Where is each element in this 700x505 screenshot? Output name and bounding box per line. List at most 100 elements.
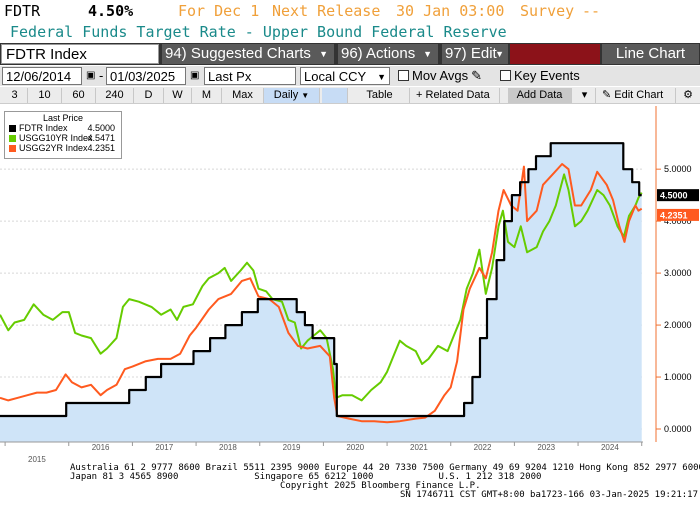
legend-name: USGG2YR Index bbox=[19, 143, 88, 153]
period-60[interactable]: 60 bbox=[62, 88, 96, 103]
last-value-tag bbox=[657, 208, 699, 221]
legend-value: 4.2351 bbox=[87, 143, 115, 153]
series-line-fdtr-index bbox=[0, 142, 642, 418]
chevron-down-icon: ▼ bbox=[301, 91, 310, 100]
currency-select[interactable]: Local CCY ▼ bbox=[300, 67, 390, 85]
x-year-label: 2018 bbox=[219, 443, 237, 452]
y-tick-label: 5.0000 bbox=[664, 164, 692, 174]
period-max[interactable]: Max bbox=[222, 88, 264, 103]
x-year-label: 2016 bbox=[92, 443, 110, 452]
dropdown-icon[interactable]: ▾ bbox=[574, 88, 596, 103]
suggested-charts-label: 94) Suggested Charts bbox=[165, 45, 311, 62]
x-year-label: 2024 bbox=[601, 443, 619, 452]
period-3[interactable]: 3 bbox=[2, 88, 28, 103]
security-input[interactable]: FDTR Index bbox=[1, 44, 159, 64]
end-date-input[interactable]: 01/03/2025 bbox=[106, 67, 186, 85]
for-label: For Dec 1 bbox=[178, 2, 260, 20]
series-line-usgg10yr-index bbox=[0, 173, 643, 402]
currency-label: Local CCY bbox=[304, 69, 367, 84]
footer-contacts-2: Japan 81 3 4565 8900 Singapore 65 6212 1… bbox=[70, 472, 542, 482]
legend-item-usgg2yr: USGG2YR Index 4.2351 bbox=[5, 143, 121, 153]
chart-type-button[interactable]: Line Chart bbox=[602, 44, 699, 64]
calendar-icon[interactable]: ▣ bbox=[86, 70, 96, 81]
footer-contacts: Australia 61 2 9777 8600 Brazil 5511 239… bbox=[70, 463, 700, 473]
edit-chart-label: Edit Chart bbox=[614, 89, 664, 101]
y-axis-panel bbox=[643, 104, 700, 464]
x-year-label: 2017 bbox=[155, 443, 173, 452]
legend-swatch bbox=[9, 145, 16, 152]
start-date-input[interactable]: 12/06/2014 bbox=[2, 67, 82, 85]
edit-label: 97) Edit bbox=[445, 45, 497, 62]
dash-separator: - bbox=[99, 68, 104, 83]
legend-swatch bbox=[9, 125, 16, 132]
frequency-label: Daily bbox=[273, 89, 299, 101]
chart-style-button[interactable] bbox=[322, 88, 348, 103]
edit-button[interactable]: 97) Edit ▼ bbox=[442, 44, 508, 64]
key-events-toggle[interactable]: Key Events bbox=[497, 67, 597, 85]
gear-icon[interactable]: ⚙ bbox=[683, 89, 693, 101]
mov-avgs-label: Mov Avgs bbox=[412, 68, 469, 83]
y-tick-label: 0.0000 bbox=[664, 424, 692, 434]
period-d[interactable]: D bbox=[134, 88, 164, 103]
mov-avgs-toggle[interactable]: Mov Avgs ✎ bbox=[395, 67, 495, 85]
toolbar-periods: 3 10 60 240 D W M Max Daily ▼ Table + Re… bbox=[0, 87, 700, 104]
y-tick-label: 2.0000 bbox=[664, 320, 692, 330]
header-bar: FDTR 4.50% For Dec 1 Next Release 30 Jan… bbox=[0, 0, 700, 22]
legend: Last Price FDTR Index 4.5000 USGG10YR In… bbox=[4, 111, 122, 159]
x-year-label: 2022 bbox=[474, 443, 492, 452]
period-w[interactable]: W bbox=[164, 88, 192, 103]
suggested-charts-button[interactable]: 94) Suggested Charts ▼ bbox=[162, 44, 334, 64]
chevron-down-icon: ▼ bbox=[495, 49, 504, 59]
y-tick-label: 4.0000 bbox=[664, 216, 692, 226]
x-year-label: 2021 bbox=[410, 443, 428, 452]
key-events-label: Key Events bbox=[514, 68, 580, 83]
legend-name: FDTR Index bbox=[19, 123, 68, 133]
period-10[interactable]: 10 bbox=[28, 88, 62, 103]
ticker: FDTR bbox=[4, 2, 41, 20]
series-line-usgg2yr-index bbox=[0, 163, 643, 424]
toolbar-dates: 12/06/2014 ▣ - 01/03/2025 ▣ Last Px Loca… bbox=[0, 66, 700, 86]
actions-button[interactable]: 96) Actions ▼ bbox=[338, 44, 438, 64]
actions-label: 96) Actions bbox=[341, 45, 416, 62]
legend-swatch bbox=[9, 135, 16, 142]
legend-title: Last Price bbox=[42, 113, 84, 123]
price-chart[interactable]: 0.0000 1.0000 2.0000 3.0000 4.0000 5.0000 201… bbox=[0, 104, 700, 464]
last-value-tag bbox=[657, 189, 699, 202]
period-m[interactable]: M bbox=[192, 88, 222, 103]
pencil-icon: ✎ bbox=[602, 89, 612, 101]
legend-value: 4.5471 bbox=[87, 133, 115, 143]
footer-copyright: Copyright 2025 Bloomberg Finance L.P. bbox=[280, 481, 481, 491]
x-year-label: 2019 bbox=[283, 443, 301, 452]
x-axis: 2016 2017 2018 2019 2020 2021 2022 2023 2024 2015 bbox=[0, 441, 643, 464]
checkbox-icon bbox=[500, 70, 511, 81]
plus-icon: + bbox=[416, 89, 423, 101]
checkbox-icon bbox=[398, 70, 409, 81]
x-year-label: 2015 bbox=[28, 455, 46, 464]
legend-value: 4.5000 bbox=[87, 123, 115, 133]
pencil-icon: ✎ bbox=[471, 68, 483, 83]
calendar-icon[interactable]: ▣ bbox=[190, 70, 200, 81]
chevron-down-icon: ▼ bbox=[377, 72, 386, 82]
fdtr-area bbox=[0, 143, 642, 442]
related-data-button[interactable]: + Related Data bbox=[412, 88, 500, 103]
y-tick-label: 1.0000 bbox=[664, 372, 692, 382]
chevron-down-icon: ▼ bbox=[423, 49, 432, 59]
frequency-select[interactable]: Daily ▼ bbox=[264, 88, 320, 103]
last-value-labels: 4.5000 4.2351 bbox=[657, 189, 699, 221]
period-240[interactable]: 240 bbox=[96, 88, 134, 103]
last-value: 4.50% bbox=[88, 2, 134, 20]
next-release-label: Next Release bbox=[272, 2, 381, 20]
field-select[interactable]: Last Px bbox=[204, 67, 296, 85]
x-year-label: 2023 bbox=[537, 443, 555, 452]
table-button[interactable]: Table bbox=[350, 88, 410, 103]
y-tick-label: 3.0000 bbox=[664, 268, 692, 278]
y-axis: 0.0000 1.0000 2.0000 3.0000 4.0000 5.0000 bbox=[643, 104, 700, 464]
legend-name: USGG10YR Index bbox=[19, 133, 93, 143]
related-data-label: Related Data bbox=[425, 89, 490, 101]
edit-chart-button[interactable]: ✎ Edit Chart bbox=[598, 88, 676, 103]
add-data-button[interactable]: Add Data bbox=[508, 88, 572, 103]
legend-item-usgg10yr: USGG10YR Index 4.5471 bbox=[5, 133, 121, 143]
survey-value: -- bbox=[582, 2, 601, 20]
alert-bar bbox=[510, 44, 600, 64]
chevron-down-icon: ▼ bbox=[319, 49, 328, 59]
